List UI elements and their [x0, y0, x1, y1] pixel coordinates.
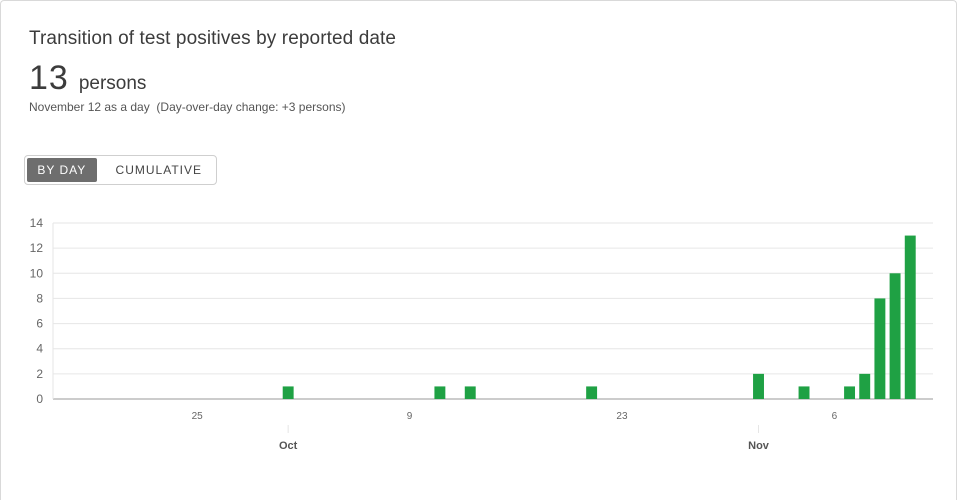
bar — [586, 386, 598, 399]
y-tick-label: 2 — [36, 367, 43, 381]
date-note: November 12 as a day (Day-over-day chang… — [29, 100, 346, 114]
bar — [464, 386, 476, 399]
cumulative-button[interactable]: CUMULATIVE — [115, 163, 202, 177]
bar — [434, 386, 446, 399]
bar — [874, 298, 886, 399]
bar — [904, 235, 916, 399]
y-tick-label: 4 — [36, 342, 43, 356]
bar — [889, 273, 901, 399]
month-label: Nov — [748, 440, 770, 452]
bar — [859, 373, 871, 399]
y-tick-label: 14 — [30, 216, 44, 230]
view-toggle: BY DAY CUMULATIVE — [24, 155, 217, 185]
y-tick-label: 0 — [36, 392, 43, 406]
by-day-button[interactable]: BY DAY — [27, 158, 97, 182]
x-tick-label: 9 — [407, 411, 413, 422]
bar — [798, 386, 810, 399]
month-label: Oct — [279, 440, 298, 452]
bar — [844, 386, 856, 399]
bar-chart: 0 2 4 6 8 10 12 14 25 9 23 6 Oct Nov — [30, 216, 933, 452]
y-tick-label: 8 — [36, 291, 43, 305]
y-tick-label: 6 — [36, 317, 43, 331]
y-tick-label: 10 — [30, 266, 44, 280]
card-title: Transition of test positives by reported… — [29, 28, 397, 49]
x-tick-label: 25 — [192, 411, 204, 422]
headline-value: 13 persons — [29, 59, 146, 98]
bar — [282, 386, 294, 399]
headline-number: 13 — [29, 59, 69, 97]
headline-unit: persons — [78, 73, 147, 94]
x-tick-label: 6 — [832, 411, 838, 422]
bar — [753, 373, 764, 399]
x-tick-label: 23 — [616, 411, 628, 422]
y-tick-label: 12 — [30, 241, 44, 255]
